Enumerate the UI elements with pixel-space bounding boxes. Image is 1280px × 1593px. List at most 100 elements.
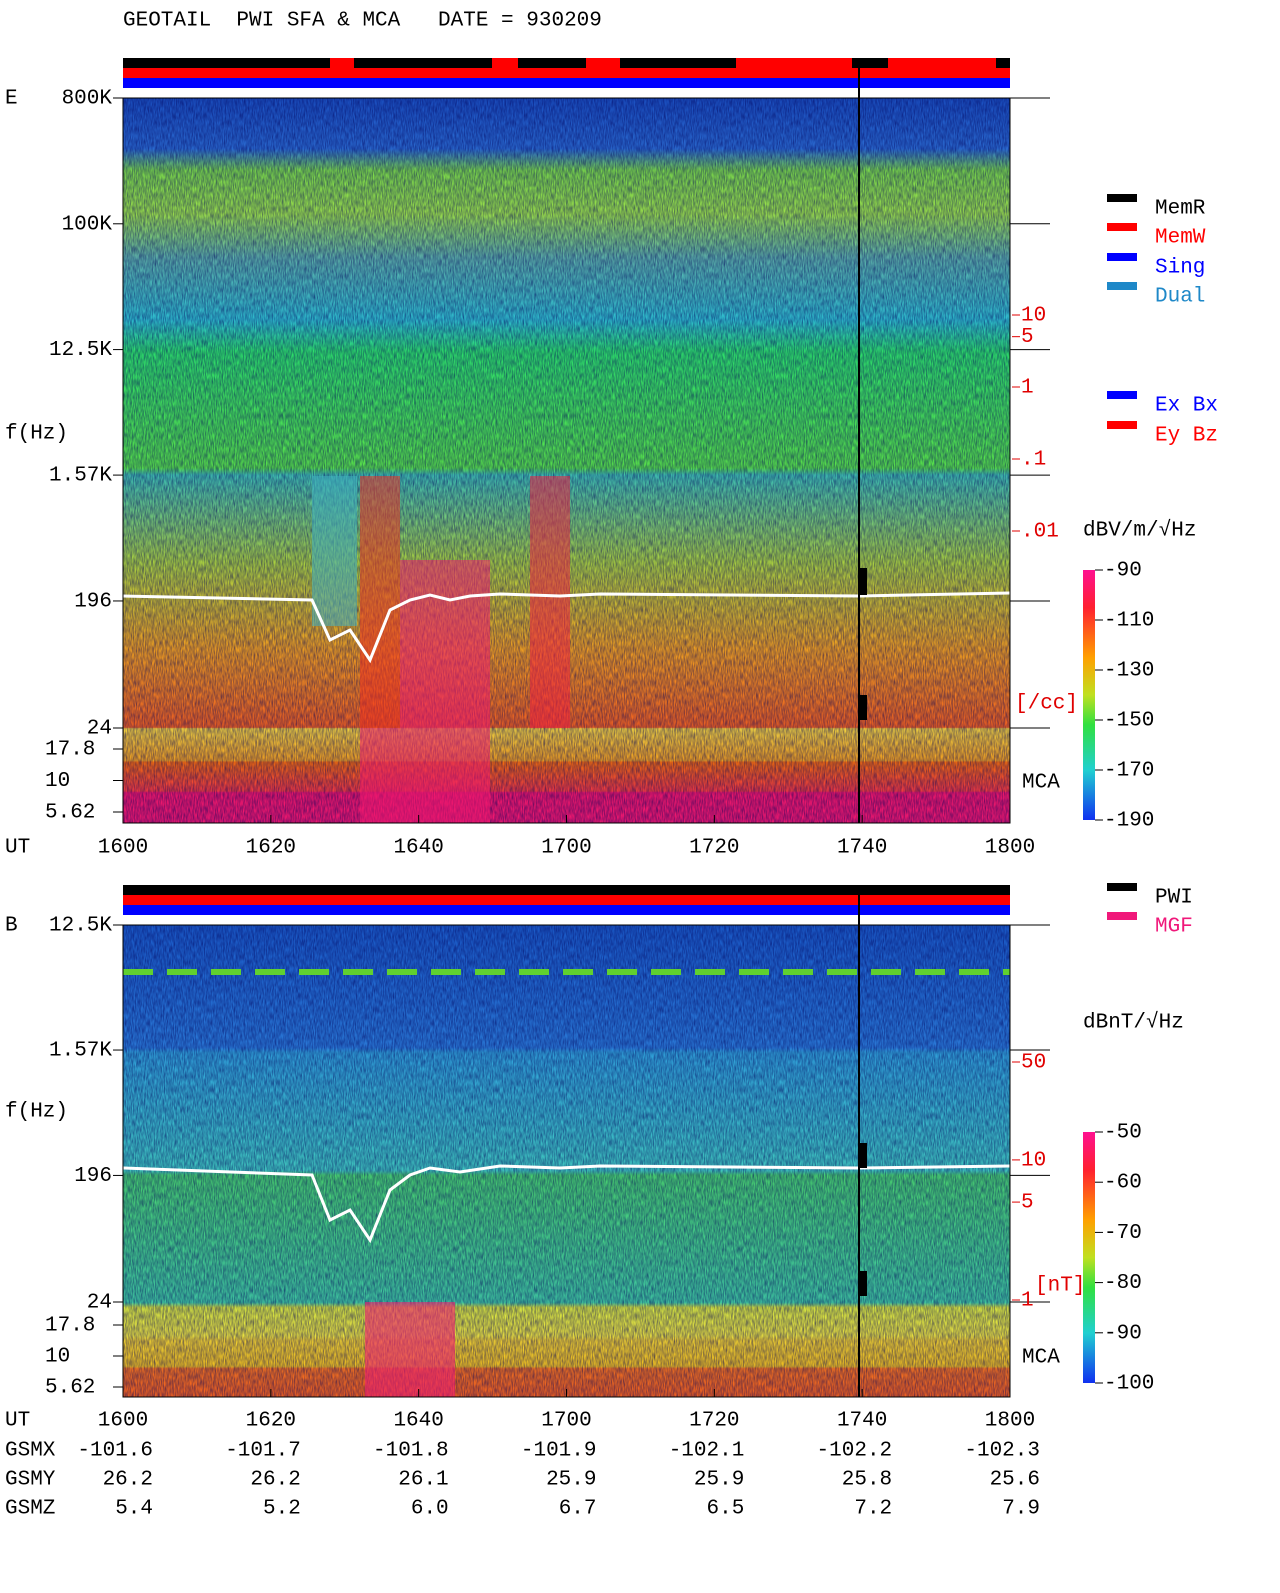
- x-axis-label: UT: [5, 837, 30, 860]
- legend-label: Sing: [1155, 257, 1205, 280]
- mca-tick-label: 5.62: [45, 1377, 95, 1400]
- colorbar-tick-label: -100: [1104, 1373, 1154, 1396]
- y2-tick-label: 10: [1021, 305, 1046, 328]
- x-tick-label: 1700: [541, 837, 591, 860]
- legend-label: MGF: [1155, 916, 1193, 939]
- ephemeris-label: GSMZ: [5, 1498, 55, 1521]
- x-tick-label: 1600: [98, 1410, 148, 1433]
- colorbar-unit: dBnT/√Hz: [1083, 1011, 1184, 1035]
- y2-unit: [/cc]: [1015, 693, 1078, 716]
- legend-swatch: [1107, 391, 1137, 399]
- colorbar-tick-label: -90: [1104, 560, 1142, 583]
- mca-tick-label: 10: [45, 1346, 70, 1369]
- ephemeris-value: 26.2: [250, 1469, 300, 1492]
- x-tick-label: 1640: [393, 837, 443, 860]
- colorbar-tick-label: -70: [1104, 1222, 1142, 1245]
- legend-swatch: [1107, 421, 1137, 429]
- legend-label: Ey Bz: [1155, 425, 1218, 448]
- ephemeris-value: 5.2: [263, 1498, 301, 1521]
- panel-label: B: [5, 915, 18, 938]
- colorbar: [1083, 1132, 1095, 1383]
- legend-swatch: [1107, 883, 1137, 891]
- y-tick-label: 24: [87, 1292, 112, 1315]
- y-tick-label: 1.57K: [49, 1040, 112, 1063]
- colorbar-tick-label: -170: [1104, 760, 1154, 783]
- y-axis-label: f(Hz): [5, 423, 68, 446]
- status-bars: [123, 58, 1010, 915]
- ephemeris-value: 6.7: [559, 1498, 597, 1521]
- ephemeris-value: -101.6: [77, 1440, 153, 1463]
- mca-tick-label: 17.8: [45, 739, 95, 762]
- trace: [122, 1164, 1011, 1244]
- ephemeris-value: -101.8: [373, 1440, 449, 1463]
- y-axis-label: f(Hz): [5, 1101, 68, 1124]
- ephemeris-value: -102.2: [817, 1440, 893, 1463]
- ephemeris-value: 26.2: [103, 1469, 153, 1492]
- x-axis-label: UT: [5, 1410, 30, 1433]
- streaks: [312, 476, 570, 823]
- ephemeris-value: 6.0: [411, 1498, 449, 1521]
- marker: [858, 58, 867, 1397]
- colorbar-tick-label: -190: [1104, 810, 1154, 833]
- colorbar-tick-label: -60: [1104, 1172, 1142, 1195]
- colorbar-tick-label: -130: [1104, 660, 1154, 683]
- mca-label: MCA: [1022, 1347, 1060, 1370]
- ephemeris-label: GSMY: [5, 1469, 56, 1492]
- y-tick-label: 196: [74, 1165, 112, 1188]
- y2-tick-label: 5: [1021, 1192, 1034, 1215]
- colorbar-tick-label: -90: [1104, 1322, 1142, 1345]
- colorbar-tick-label: -50: [1104, 1122, 1142, 1145]
- legend-label: PWI: [1155, 887, 1193, 910]
- mca-tick-label: 5.62: [45, 802, 95, 825]
- ephemeris-value: 5.4: [115, 1498, 153, 1521]
- y-tick-label: 12.5K: [49, 339, 112, 362]
- mca-tick-label: 10: [45, 770, 70, 793]
- colorbar-tick-label: -80: [1104, 1272, 1142, 1295]
- ephemeris-value: -101.9: [521, 1440, 597, 1463]
- x-tick-label: 1800: [985, 837, 1035, 860]
- spectrogram-layout: [122, 58, 1011, 1397]
- colorbar-tick-label: -110: [1104, 610, 1154, 633]
- y2-tick-label: 1: [1021, 377, 1034, 400]
- ephemeris-value: 25.9: [546, 1469, 596, 1492]
- legend-label: Ex Bx: [1155, 395, 1218, 418]
- title: GEOTAIL PWI SFA & MCA DATE = 930209: [123, 10, 602, 33]
- x-tick-label: 1800: [985, 1410, 1035, 1433]
- ephemeris-value: 25.6: [990, 1469, 1040, 1492]
- trace: [122, 591, 1011, 664]
- x-tick-label: 1740: [837, 1410, 887, 1433]
- mca-label: MCA: [1022, 772, 1060, 795]
- y-tick-label: 12.5K: [49, 915, 112, 938]
- x-tick-label: 1720: [689, 837, 739, 860]
- y2-tick-label: 1: [1021, 1290, 1034, 1313]
- ephemeris-value: -102.3: [964, 1440, 1040, 1463]
- x-tick-label: 1700: [541, 1410, 591, 1433]
- streaks: [365, 1302, 455, 1397]
- y2-tick-label: 5: [1021, 326, 1034, 349]
- x-tick-label: 1740: [837, 837, 887, 860]
- ephemeris-value: 25.9: [694, 1469, 744, 1492]
- legend-swatch: [1107, 282, 1137, 290]
- y2-tick-label: 10: [1021, 1149, 1046, 1172]
- ephemeris-value: 6.5: [707, 1498, 745, 1521]
- texture: [123, 925, 1010, 1397]
- legend-label: MemW: [1155, 227, 1206, 250]
- legend-swatch: [1107, 912, 1137, 920]
- y-tick-label: 1.57K: [49, 465, 112, 488]
- legend-label: MemR: [1155, 198, 1206, 221]
- ephemeris-value: 25.8: [842, 1469, 892, 1492]
- ephemeris-label: GSMX: [5, 1440, 56, 1463]
- panel-label: E: [5, 88, 18, 111]
- x-tick-label: 1600: [98, 837, 148, 860]
- ephemeris-value: 26.1: [398, 1469, 448, 1492]
- x-tick-label: 1620: [246, 837, 296, 860]
- colorbar-tick-label: -150: [1104, 710, 1154, 733]
- legend-label: Dual: [1155, 286, 1205, 309]
- y-tick-label: 100K: [62, 213, 113, 236]
- y-tick-label: 800K: [62, 88, 113, 111]
- ephemeris-value: -101.7: [225, 1440, 301, 1463]
- y2-tick-label: .1: [1021, 449, 1046, 472]
- y-tick-label: 24: [87, 718, 112, 741]
- legend-swatch: [1107, 194, 1137, 202]
